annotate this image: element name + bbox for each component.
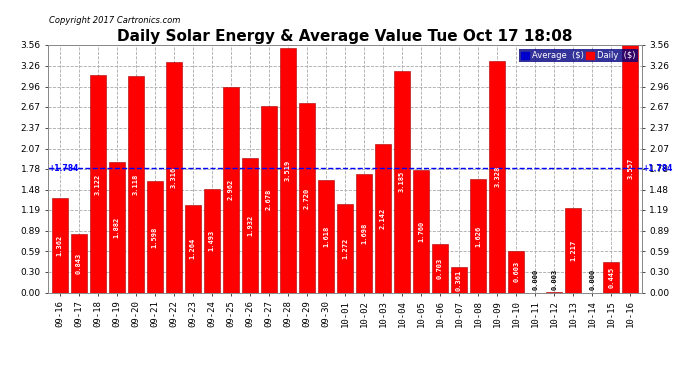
Bar	[128, 76, 144, 292]
Text: 1.362: 1.362	[57, 234, 63, 256]
Text: 2.962: 2.962	[228, 179, 234, 200]
Bar	[299, 104, 315, 292]
Text: 1.932: 1.932	[247, 215, 253, 236]
Text: 1.626: 1.626	[475, 225, 481, 247]
Text: +1.784: +1.784	[49, 164, 79, 173]
Text: 3.316: 3.316	[171, 166, 177, 188]
Bar	[394, 71, 410, 292]
Text: 2.678: 2.678	[266, 189, 272, 210]
Text: 0.843: 0.843	[76, 253, 81, 274]
Bar	[622, 45, 638, 292]
Bar	[204, 189, 220, 292]
Text: 3.185: 3.185	[399, 171, 405, 192]
Bar	[356, 174, 372, 292]
Bar	[223, 87, 239, 292]
Text: 1.272: 1.272	[342, 238, 348, 259]
Text: 3.122: 3.122	[95, 173, 101, 195]
Text: +1.784: +1.784	[642, 164, 673, 173]
Text: 1.493: 1.493	[209, 230, 215, 251]
Legend: Average  ($), Daily  ($): Average ($), Daily ($)	[519, 49, 638, 62]
Bar	[109, 162, 125, 292]
Bar	[470, 180, 486, 292]
Text: 1.760: 1.760	[418, 221, 424, 242]
Text: 3.118: 3.118	[132, 174, 139, 195]
Bar	[185, 205, 201, 292]
Text: 1.264: 1.264	[190, 238, 196, 259]
Text: 0.000: 0.000	[532, 268, 538, 290]
Bar	[337, 204, 353, 292]
Title: Daily Solar Energy & Average Value Tue Oct 17 18:08: Daily Solar Energy & Average Value Tue O…	[117, 29, 573, 44]
Bar	[565, 208, 581, 292]
Text: 0.703: 0.703	[437, 258, 443, 279]
Text: 0.603: 0.603	[513, 261, 519, 282]
Bar	[318, 180, 334, 292]
Bar	[508, 251, 524, 292]
Text: 1.618: 1.618	[323, 226, 329, 247]
Bar	[241, 158, 258, 292]
Text: 3.519: 3.519	[285, 159, 291, 181]
Bar	[413, 170, 429, 292]
Bar	[489, 61, 505, 292]
Bar	[166, 62, 182, 292]
Text: 2.720: 2.720	[304, 188, 310, 209]
Text: 0.000: 0.000	[589, 268, 595, 290]
Text: 3.328: 3.328	[494, 166, 500, 188]
Text: 2.142: 2.142	[380, 207, 386, 229]
Text: 0.003: 0.003	[551, 268, 558, 290]
Text: 1.882: 1.882	[114, 216, 120, 238]
Bar	[52, 198, 68, 292]
Text: Copyright 2017 Cartronics.com: Copyright 2017 Cartronics.com	[49, 16, 180, 25]
Text: 1.217: 1.217	[570, 240, 576, 261]
Bar	[147, 182, 163, 292]
Bar	[90, 75, 106, 292]
Text: 1.698: 1.698	[361, 223, 367, 244]
Text: 3.557: 3.557	[627, 158, 633, 180]
Text: 1.598: 1.598	[152, 226, 158, 248]
Bar	[70, 234, 87, 292]
Bar	[451, 267, 467, 292]
Text: 0.361: 0.361	[456, 269, 462, 291]
Bar	[280, 48, 296, 292]
Bar	[432, 244, 448, 292]
Text: 0.445: 0.445	[609, 266, 614, 288]
Bar	[603, 262, 620, 292]
Bar	[375, 144, 391, 292]
Bar	[261, 106, 277, 292]
